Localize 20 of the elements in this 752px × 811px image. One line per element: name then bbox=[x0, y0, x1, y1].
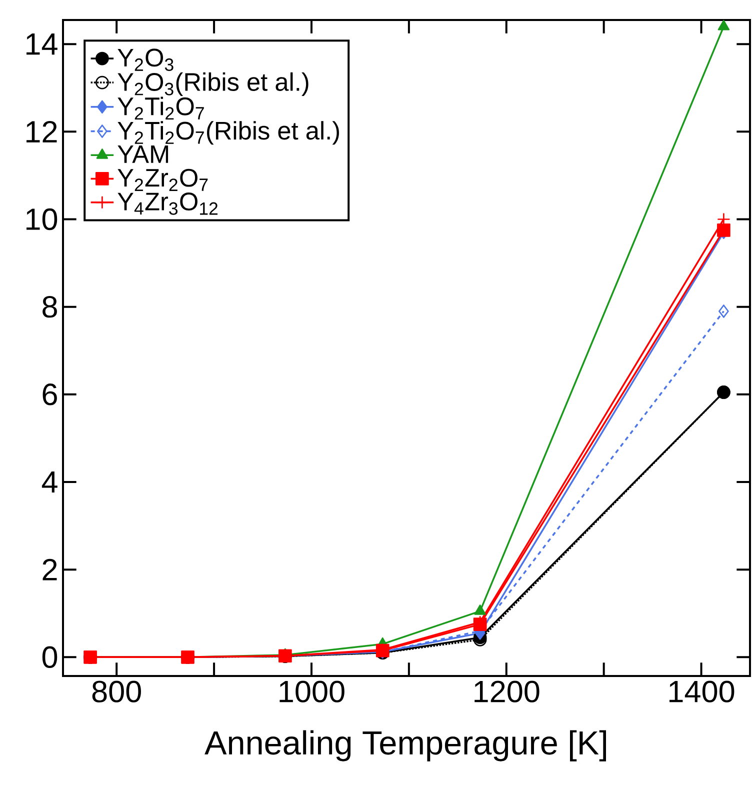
legend-label: Y$_{2}$Ti$_{2}$O$_{7}$ bbox=[118, 96, 204, 120]
x-tick-label: 1000 bbox=[280, 680, 344, 702]
y-tick-label: 12 bbox=[26, 120, 57, 142]
x-tick-label: 1200 bbox=[474, 680, 540, 702]
legend-label: YAM bbox=[118, 145, 168, 163]
y-tick-label: 8 bbox=[42, 296, 57, 318]
legend-label: Y$_{4}$Zr$_{3}$O$_{12}$ bbox=[118, 192, 218, 215]
legend-label: Y$_{2}$O$_{3}$(Ribis et al.) bbox=[118, 72, 308, 96]
x-tick-label: 800 bbox=[92, 680, 141, 702]
legend-label: Y$_{2}$O$_{3}$ bbox=[118, 48, 174, 71]
y-tick-label: 4 bbox=[42, 471, 58, 493]
legend-label: Y$_{2}$Zr$_{2}$O$_{7}$ bbox=[118, 168, 208, 191]
y-tick-label: 14 bbox=[26, 34, 58, 55]
y-tick-label: 0 bbox=[42, 646, 58, 668]
legend-label: Y$_{2}$Ti$_{2}$O$_{7}$(Ribis et al.) bbox=[118, 121, 339, 145]
y-tick-label: 2 bbox=[42, 558, 57, 580]
x-tick-label: 1400 bbox=[670, 680, 734, 702]
y-tick-label: 6 bbox=[42, 384, 57, 406]
y-tick-label: 10 bbox=[26, 208, 58, 230]
x-axis-title: Annealing Temperagure [K] bbox=[204, 730, 606, 762]
